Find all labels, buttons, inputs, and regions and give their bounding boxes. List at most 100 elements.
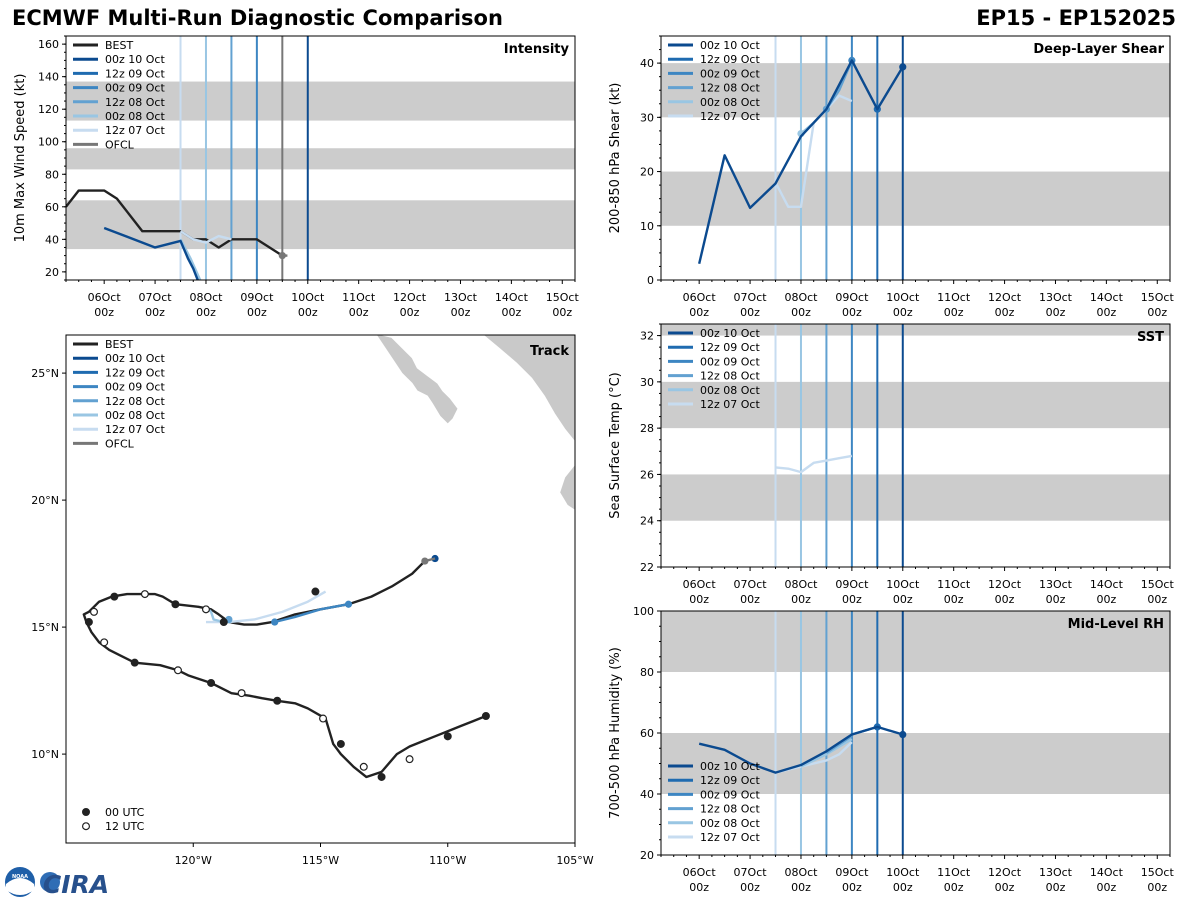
best-track-point-12utc (100, 638, 109, 647)
intensity-legend-label-00z-10-oct: 00z 10 Oct (105, 53, 165, 66)
track-legend-label-12z-08-oct: 12z 08 Oct (105, 395, 165, 408)
track-legend-label-ofcl: OFCL (105, 437, 135, 450)
sst-xtick-hour: 00z (944, 593, 964, 606)
track-legend-label-00z-09-oct: 00z 09 Oct (105, 381, 165, 394)
shear-xtick-date: 13Oct (1039, 291, 1073, 304)
shear-ytick-label: 10 (640, 220, 654, 233)
intensity-legend-label-00z-08-oct: 00z 08 Oct (105, 110, 165, 123)
shear-xtick-hour: 00z (842, 306, 862, 319)
sst-xtick-date: 10Oct (886, 578, 920, 591)
shear-legend-label-12z-07-oct: 12z 07 Oct (700, 110, 760, 123)
intensity-xtick-hour: 00z (247, 306, 267, 319)
marker-legend-dot-00-utc (81, 807, 90, 816)
intensity-legend-label-12z-07-oct: 12z 07 Oct (105, 124, 165, 137)
sst-ytick-label: 32 (640, 330, 654, 343)
best-track-point-12utc (319, 714, 328, 723)
sst-xtick-hour: 00z (1046, 593, 1066, 606)
rh-xtick-hour: 00z (1046, 881, 1066, 894)
sst-xtick-date: 15Oct (1141, 578, 1175, 591)
sst-panel-title: SST (1137, 330, 1164, 345)
sst-xtick-date: 12Oct (988, 578, 1022, 591)
sst-xtick-hour: 00z (740, 593, 760, 606)
rh-xtick-hour: 00z (1147, 881, 1167, 894)
shear-band-1 (661, 63, 1170, 118)
shear-xtick-hour: 00z (995, 306, 1015, 319)
intensity-xtick-hour: 00z (145, 306, 165, 319)
sst-xtick-date: 06Oct (683, 578, 717, 591)
intensity-xtick-date: 12Oct (393, 291, 427, 304)
track-legend-label-12z-07-oct: 12z 07 Oct (105, 423, 165, 436)
track-xtick-label: 110°W (429, 854, 466, 867)
rh-panel-title: Mid-Level RH (1068, 617, 1164, 632)
sst-legend-label-00z-09-oct: 00z 09 Oct (700, 355, 760, 368)
shear-xtick-date: 12Oct (988, 291, 1022, 304)
rh-ytick-label: 80 (640, 666, 654, 679)
rh-xtick-date: 15Oct (1141, 866, 1175, 879)
rh-legend-label-00z-10-oct: 00z 10 Oct (700, 760, 760, 773)
shear-legend-label-12z-08-oct: 12z 08 Oct (700, 82, 760, 95)
best-track-point-00utc (443, 732, 452, 741)
rh-xtick-hour: 00z (995, 881, 1015, 894)
cira-logo-text: CIRA (43, 870, 109, 899)
intensity-ytick-label: 140 (38, 71, 59, 84)
intensity-xtick-hour: 00z (501, 306, 521, 319)
rh-series-00z-10-oct-line (698, 725, 904, 774)
track-xtick-label: 105°W (556, 854, 593, 867)
shear-xtick-date: 11Oct (937, 291, 971, 304)
sst-legend-label-12z-08-oct: 12z 08 Oct (700, 370, 760, 383)
intensity-xtick-hour: 00z (196, 306, 216, 319)
sst-xtick-date: 07Oct (734, 578, 768, 591)
sst-band-2 (661, 324, 1170, 336)
rh-xtick-date: 11Oct (937, 866, 971, 879)
track-xtick-label: 120°W (175, 854, 212, 867)
track-00z-09-oct-line (274, 603, 349, 624)
rh-xtick-date: 08Oct (784, 866, 818, 879)
sst-xtick-hour: 00z (689, 593, 709, 606)
track-ofcl-point (421, 557, 429, 565)
best-track-point-00utc (219, 618, 228, 627)
noaa-logo-wave-icon (6, 878, 34, 895)
shear-ytick-label: 40 (640, 57, 654, 70)
sst-xtick-hour: 00z (995, 593, 1015, 606)
sst-legend-label-00z-10-oct: 00z 10 Oct (700, 327, 760, 340)
sst-legend-label-12z-07-oct: 12z 07 Oct (700, 398, 760, 411)
shear-xtick-date: 08Oct (784, 291, 818, 304)
intensity-ytick-label: 120 (38, 103, 59, 116)
intensity-series-00z-08-oct-line (179, 238, 202, 280)
rh-band-0 (661, 733, 1170, 794)
shear-xtick-date: 10Oct (886, 291, 920, 304)
rh-panel: 20 40 60 80 100 06Oct 00z 07Oct 00z 08Oct 00z 09Oct… (608, 605, 1174, 894)
shear-xtick-hour: 00z (689, 306, 709, 319)
shear-panel: 0 10 20 30 40 06Oct 00z 07Oct 00z 08Oct 00z 09Oct 00… (608, 35, 1174, 319)
intensity-ylabel: 10m Max Wind Speed (kt) (13, 74, 28, 243)
best-track-point-12utc (405, 755, 414, 764)
track-ytick-label: 15°N (31, 621, 59, 634)
marker-legend-label-12-utc: 12 UTC (105, 820, 145, 833)
track-00z-09-oct-point (271, 618, 279, 626)
shear-xtick-hour: 00z (1046, 306, 1066, 319)
intensity-band-0 (66, 200, 575, 250)
shear-xtick-hour: 00z (791, 306, 811, 319)
shear-legend-label-00z-09-oct: 00z 09 Oct (700, 67, 760, 80)
best-track-point-12utc (201, 605, 210, 614)
rh-xtick-hour: 00z (1096, 881, 1116, 894)
track-panel-title: Track (530, 344, 569, 359)
intensity-plot-area (66, 36, 575, 280)
sst-legend-label-00z-08-oct: 00z 08 Oct (700, 384, 760, 397)
rh-xtick-hour: 00z (689, 881, 709, 894)
best-track-point-00utc (207, 678, 216, 687)
shear-series-00z-10-oct-point (899, 63, 907, 71)
sst-plot-area (661, 324, 1170, 567)
rh-series-12z-08-oct-line (825, 735, 853, 754)
rh-series-00z-10-oct-point (899, 730, 907, 739)
sst-xtick-date: 09Oct (835, 578, 869, 591)
rh-xtick-hour: 00z (791, 881, 811, 894)
intensity-legend-label-12z-09-oct: 12z 09 Oct (105, 67, 165, 80)
track-panel: 120°W 115°W 110°W 105°W 10°N 15°N 20°N 25°N Trac… (31, 334, 594, 867)
sst-xtick-date: 14Oct (1090, 578, 1124, 591)
intensity-ytick-label: 20 (45, 266, 59, 279)
